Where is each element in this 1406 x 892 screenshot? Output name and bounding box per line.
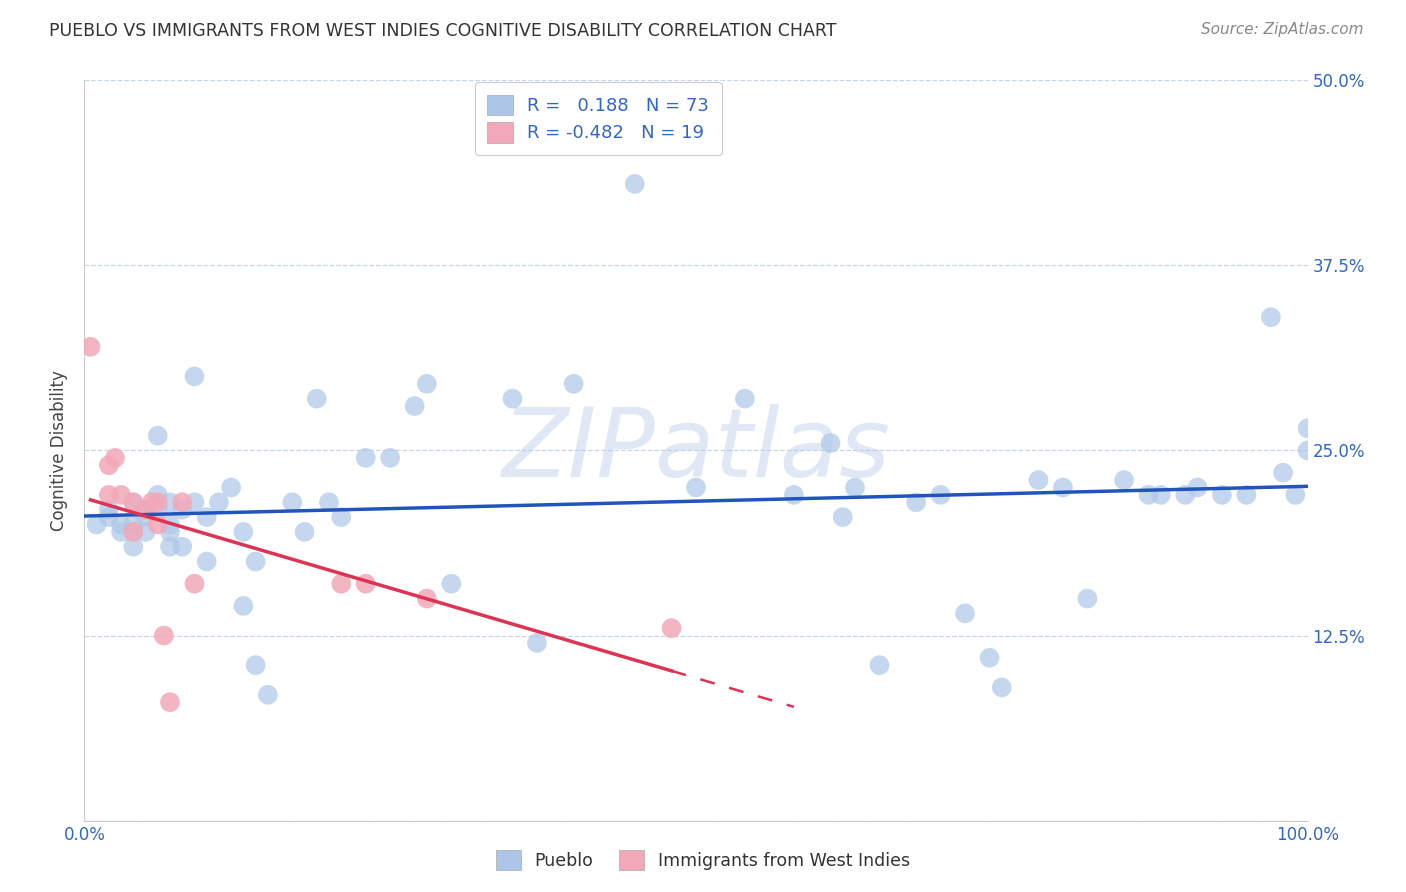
Point	[294, 524, 316, 539]
Point	[208, 495, 231, 509]
Legend: R =   0.188   N = 73, R = -0.482   N = 19: R = 0.188 N = 73, R = -0.482 N = 19	[475, 82, 721, 155]
Point	[929, 488, 952, 502]
Point	[979, 650, 1001, 665]
Point	[135, 524, 157, 539]
Point	[354, 450, 377, 465]
Point	[354, 576, 377, 591]
Point	[122, 495, 145, 509]
Point	[122, 517, 145, 532]
Point	[146, 502, 169, 516]
Point	[146, 495, 169, 509]
Point	[1028, 473, 1050, 487]
Point	[195, 510, 218, 524]
Text: PUEBLO VS IMMIGRANTS FROM WEST INDIES COGNITIVE DISABILITY CORRELATION CHART: PUEBLO VS IMMIGRANTS FROM WEST INDIES CO…	[49, 22, 837, 40]
Point	[183, 495, 205, 509]
Point	[172, 540, 194, 554]
Point	[330, 576, 353, 591]
Point	[1272, 466, 1295, 480]
Point	[281, 495, 304, 509]
Point	[1052, 480, 1074, 494]
Point	[172, 495, 194, 509]
Point	[86, 517, 108, 532]
Point	[183, 369, 205, 384]
Point	[159, 695, 181, 709]
Point	[831, 510, 853, 524]
Point	[159, 524, 181, 539]
Point	[141, 495, 163, 509]
Point	[122, 540, 145, 554]
Point	[135, 502, 157, 516]
Point	[661, 621, 683, 635]
Point	[153, 628, 176, 642]
Point	[122, 495, 145, 509]
Point	[110, 488, 132, 502]
Point	[318, 495, 340, 509]
Point	[183, 576, 205, 591]
Point	[135, 510, 157, 524]
Point	[440, 576, 463, 591]
Point	[122, 524, 145, 539]
Point	[1211, 488, 1233, 502]
Point	[104, 450, 127, 465]
Point	[135, 502, 157, 516]
Point	[502, 392, 524, 406]
Point	[869, 658, 891, 673]
Point	[79, 340, 101, 354]
Point	[159, 540, 181, 554]
Point	[820, 436, 842, 450]
Point	[110, 517, 132, 532]
Text: Source: ZipAtlas.com: Source: ZipAtlas.com	[1201, 22, 1364, 37]
Point	[416, 591, 439, 606]
Point	[416, 376, 439, 391]
Point	[257, 688, 280, 702]
Point	[232, 524, 254, 539]
Point	[97, 510, 120, 524]
Point	[1076, 591, 1098, 606]
Point	[844, 480, 866, 494]
Point	[97, 488, 120, 502]
Point	[1174, 488, 1197, 502]
Point	[991, 681, 1014, 695]
Point	[1137, 488, 1160, 502]
Point	[97, 458, 120, 473]
Point	[172, 502, 194, 516]
Point	[526, 636, 548, 650]
Point	[245, 658, 267, 673]
Point	[232, 599, 254, 613]
Point	[146, 488, 169, 502]
Point	[562, 376, 585, 391]
Text: ZIPatlas: ZIPatlas	[502, 404, 890, 497]
Point	[305, 392, 328, 406]
Point	[245, 555, 267, 569]
Point	[97, 502, 120, 516]
Point	[380, 450, 402, 465]
Point	[905, 495, 928, 509]
Point	[1150, 488, 1173, 502]
Point	[1187, 480, 1209, 494]
Point	[1296, 421, 1319, 435]
Point	[219, 480, 242, 494]
Point	[146, 517, 169, 532]
Y-axis label: Cognitive Disability: Cognitive Disability	[51, 370, 69, 531]
Point	[110, 524, 132, 539]
Point	[1236, 488, 1258, 502]
Point	[734, 392, 756, 406]
Point	[1296, 443, 1319, 458]
Point	[1284, 488, 1306, 502]
Point	[1114, 473, 1136, 487]
Point	[195, 555, 218, 569]
Point	[159, 517, 181, 532]
Point	[146, 428, 169, 442]
Point	[122, 524, 145, 539]
Point	[1260, 310, 1282, 325]
Point	[404, 399, 426, 413]
Point	[624, 177, 647, 191]
Point	[159, 495, 181, 509]
Point	[330, 510, 353, 524]
Point	[783, 488, 806, 502]
Point	[953, 607, 976, 621]
Legend: Pueblo, Immigrants from West Indies: Pueblo, Immigrants from West Indies	[488, 841, 918, 879]
Point	[685, 480, 707, 494]
